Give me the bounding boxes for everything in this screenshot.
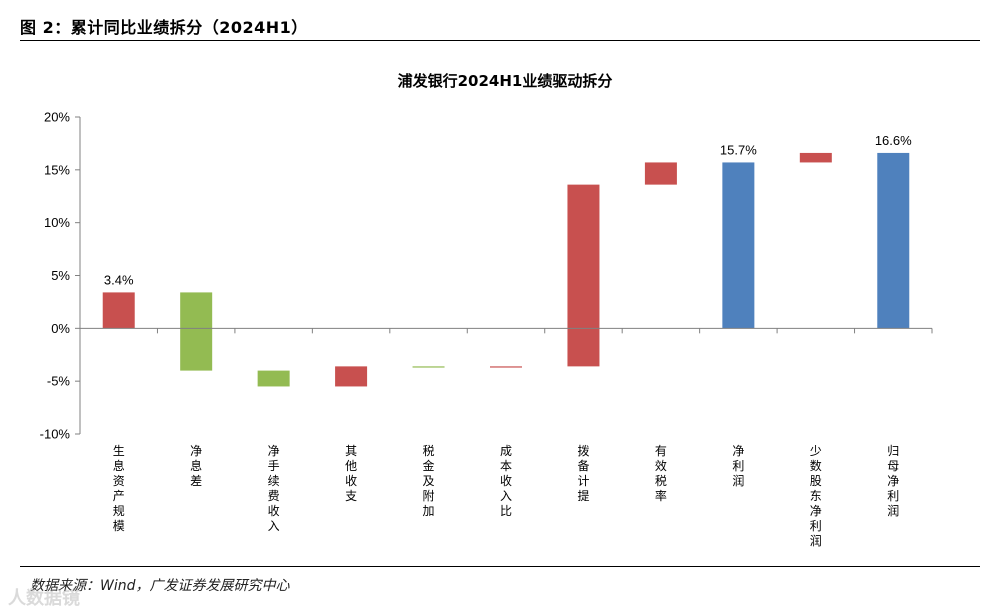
y-tick-label: -10% (40, 427, 71, 442)
category-label-10: 少数股东净利润 (810, 444, 822, 548)
bar-7 (567, 184, 600, 367)
y-tick-label: 15% (44, 162, 70, 177)
category-label-2: 净息差 (190, 444, 202, 488)
bar-2 (180, 292, 213, 371)
source-note: 数据来源：Wind，广发证券发展研究中心 (30, 578, 290, 594)
category-label-6: 成本收入比 (500, 444, 512, 518)
bar-5 (412, 366, 445, 368)
bar-6 (490, 366, 522, 368)
category-label-3: 净手续费收入 (268, 444, 280, 533)
bar-8 (644, 162, 677, 185)
y-tick-label: 10% (44, 215, 70, 230)
data-label-9: 15.7% (720, 142, 757, 157)
figure-header: 图 2：累计同比业绩拆分（2024H1） (20, 18, 308, 37)
bars (102, 152, 910, 387)
top-rule (20, 40, 980, 41)
category-label-8: 有效税率 (655, 444, 667, 503)
y-tick-label: -5% (47, 374, 71, 389)
category-label-11: 归母净利润 (887, 444, 899, 518)
bar-4 (335, 366, 368, 387)
category-labels: 生息资产规模 净息差 净手续费收入 其他收支 税金及附加 成本收入比 拨备计提 有效税率 净利润… (113, 444, 900, 548)
bar-3 (257, 370, 290, 387)
category-label-9: 净利润 (732, 444, 744, 488)
y-tick-label: 0% (51, 321, 70, 336)
bar-10 (799, 152, 832, 163)
category-label-5: 税金及附加 (423, 444, 435, 518)
bottom-rule (20, 566, 980, 567)
y-axis: 20% 15% 10% 5% 0% -5% -10% (40, 110, 81, 442)
x-axis (79, 327, 933, 334)
category-label-1: 生息资产规模 (113, 444, 125, 533)
data-labels: 3.4% 15.7% 16.6% (104, 133, 912, 287)
data-label-11: 16.6% (875, 133, 912, 148)
data-label-1: 3.4% (104, 272, 134, 287)
waterfall-chart: 浦发银行2024H1业绩驱动拆分 20% 15% 10% 5% 0% -5% -10% 生息… (40, 72, 933, 548)
bar-9 (722, 162, 755, 329)
bar-11 (877, 152, 910, 329)
watermark: 人数据镜 (8, 588, 80, 609)
chart-title: 浦发银行2024H1业绩驱动拆分 (398, 72, 613, 90)
category-label-4: 其他收支 (345, 444, 357, 503)
y-tick-label: 5% (51, 268, 70, 283)
y-tick-label: 20% (44, 110, 70, 125)
bar-1 (102, 292, 135, 329)
category-label-7: 拨备计提 (577, 444, 589, 503)
